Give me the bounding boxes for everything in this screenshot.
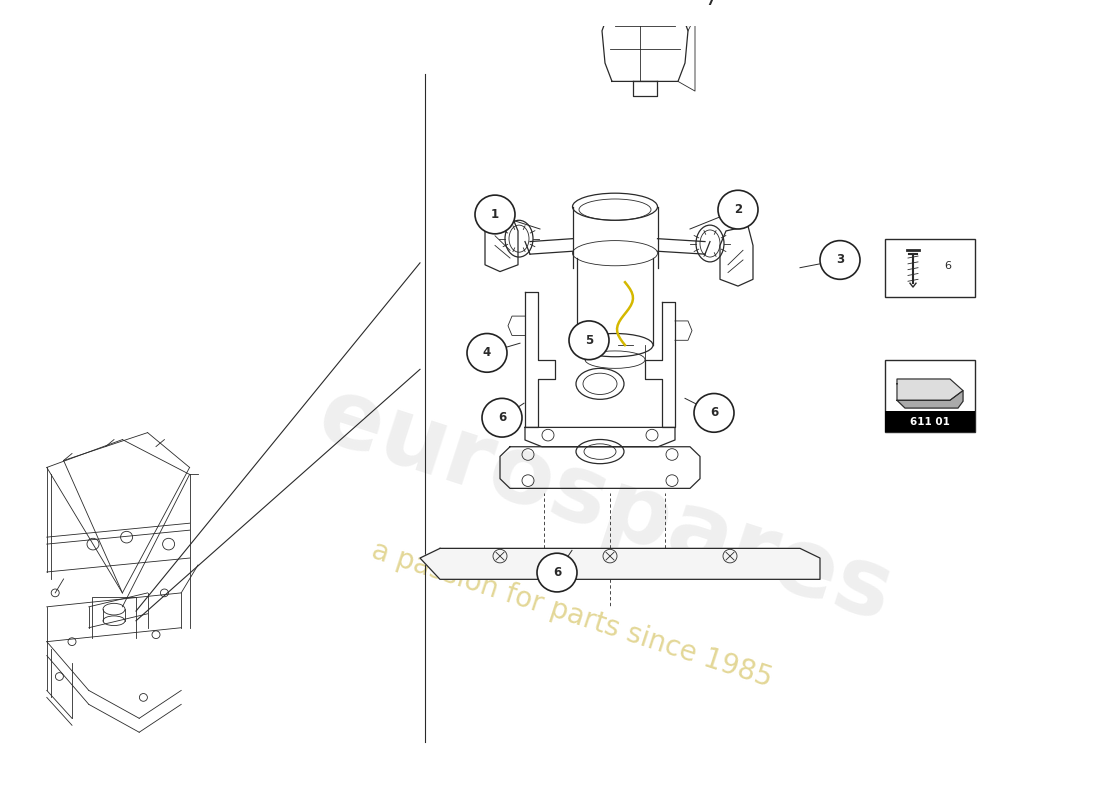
Polygon shape xyxy=(420,548,820,579)
Circle shape xyxy=(690,0,730,21)
Text: 611 01: 611 01 xyxy=(910,417,950,426)
FancyBboxPatch shape xyxy=(886,360,975,432)
Text: 6: 6 xyxy=(710,406,718,419)
Polygon shape xyxy=(896,390,962,408)
Text: a passion for parts since 1985: a passion for parts since 1985 xyxy=(368,536,776,692)
Text: 3: 3 xyxy=(836,254,844,266)
Polygon shape xyxy=(896,379,962,400)
Text: 7: 7 xyxy=(706,0,714,8)
FancyBboxPatch shape xyxy=(886,411,975,432)
Circle shape xyxy=(718,190,758,229)
Circle shape xyxy=(569,321,609,360)
Text: eurospares: eurospares xyxy=(307,370,903,642)
Circle shape xyxy=(820,241,860,279)
Text: 6: 6 xyxy=(553,566,561,579)
Circle shape xyxy=(468,334,507,372)
Circle shape xyxy=(475,195,515,234)
Circle shape xyxy=(694,394,734,432)
Text: 6: 6 xyxy=(498,411,506,424)
Circle shape xyxy=(537,554,578,592)
Text: 6: 6 xyxy=(945,261,952,270)
FancyBboxPatch shape xyxy=(886,238,975,297)
Text: 5: 5 xyxy=(585,334,593,346)
Text: 4: 4 xyxy=(483,346,491,359)
Circle shape xyxy=(482,398,522,437)
Text: 2: 2 xyxy=(734,203,742,216)
Text: 1: 1 xyxy=(491,208,499,221)
